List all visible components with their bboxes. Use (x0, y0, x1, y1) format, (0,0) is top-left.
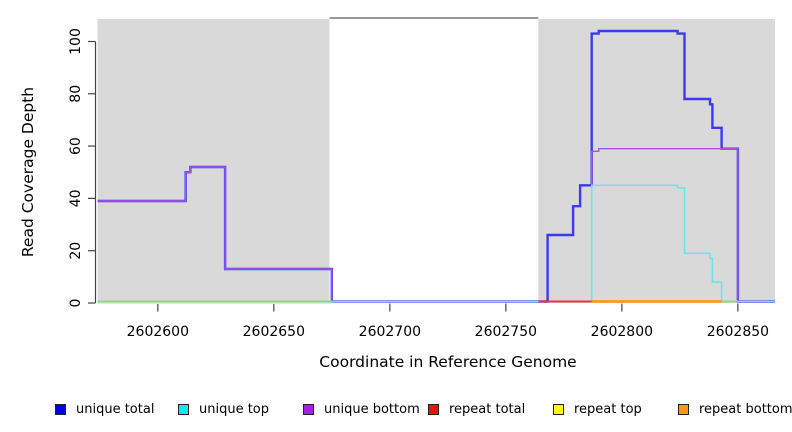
x-axis-title: Coordinate in Reference Genome (319, 353, 576, 371)
x-tick-label-0: 2602600 (127, 324, 189, 340)
region-shaded-left (97, 19, 330, 303)
repeat-total-swatch-icon (428, 403, 439, 415)
y-tick-label-0: 0 (68, 299, 84, 308)
legend-item-repeat-total: repeat total (428, 401, 525, 417)
y-axis-title: Read Coverage Depth (19, 87, 37, 257)
legend-item-unique-top: unique top (178, 401, 269, 417)
x-tick-label-4: 2602800 (591, 324, 653, 340)
y-tick-label-1: 20 (68, 242, 84, 260)
y-tick-label-4: 80 (68, 85, 84, 103)
legend-label: unique top (199, 401, 270, 417)
x-tick-label-1: 2602650 (243, 324, 305, 340)
y-tick-label-3: 60 (68, 137, 84, 155)
region-shaded-right (538, 19, 775, 303)
region-gap-white (329, 19, 539, 303)
y-tick-label-5: 100 (68, 28, 84, 55)
repeat-top-swatch-icon (553, 403, 564, 415)
unique-bottom-swatch-icon (303, 403, 314, 415)
legend-label: repeat bottom (699, 401, 792, 417)
x-tick-label-2: 2602700 (359, 324, 421, 340)
legend-label: repeat top (574, 401, 642, 417)
x-tick-label-3: 2602750 (475, 324, 537, 340)
legend: unique total unique top unique bottom re… (0, 398, 792, 424)
series-line-unique-top (97, 184, 775, 303)
unique-total-swatch-icon (55, 403, 66, 415)
legend-item-repeat-top: repeat top (553, 401, 642, 417)
plot-dynamic-layer (88, 17, 775, 312)
legend-label: unique bottom (324, 401, 420, 417)
legend-label: repeat total (449, 401, 526, 417)
series-line-unique-bottom (97, 148, 775, 303)
legend-label: unique total (76, 401, 155, 417)
repeat-bottom-swatch-icon (678, 403, 689, 415)
legend-item-unique-bottom: unique bottom (303, 401, 420, 417)
y-tick-label-2: 40 (68, 189, 84, 207)
unique-top-swatch-icon (178, 403, 189, 415)
x-tick-label-5: 2602850 (707, 324, 769, 340)
legend-item-repeat-bottom: repeat bottom (678, 401, 792, 417)
legend-item-unique-total: unique total (55, 401, 154, 417)
